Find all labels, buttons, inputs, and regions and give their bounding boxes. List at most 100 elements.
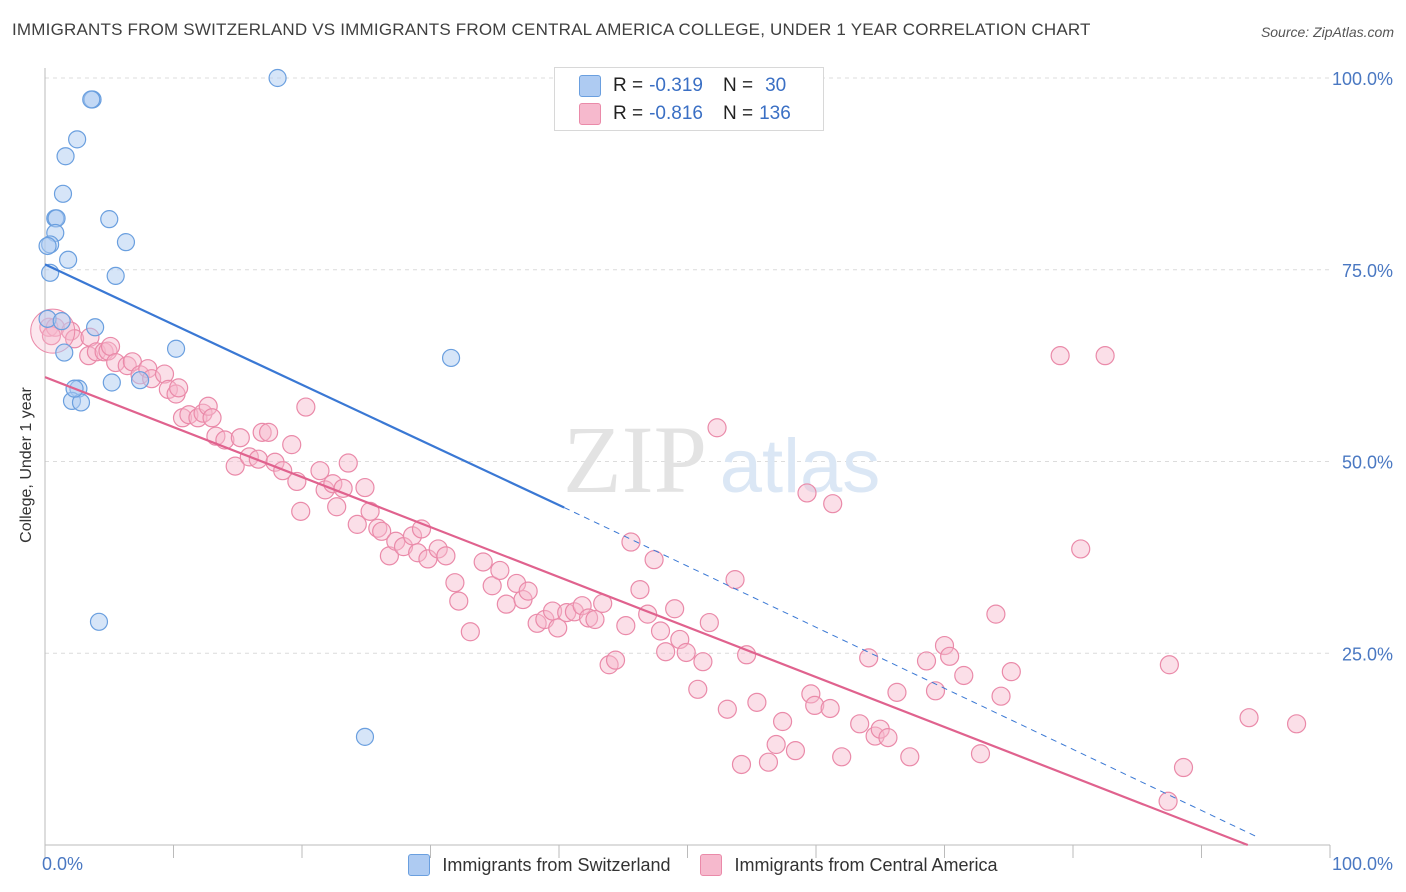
data-point-central-america: [630, 579, 650, 600]
data-point-central-america: [230, 428, 250, 448]
y-tick-label: 75.0%: [1342, 261, 1393, 281]
data-point-central-america: [805, 695, 825, 716]
data-point-central-america: [900, 747, 920, 767]
data-point-central-america: [291, 501, 311, 521]
watermark-atlas: atlas: [720, 424, 881, 509]
data-point-central-america: [801, 684, 821, 704]
legend-label-switzerland: Immigrants from Switzerland: [442, 854, 671, 875]
data-point-central-america: [707, 418, 727, 438]
legend-r-value: -0.319: [649, 75, 703, 96]
data-point-central-america: [490, 560, 510, 581]
legend-item-switzerland[interactable]: Immigrants from Switzerland: [408, 854, 670, 876]
data-point-central-america: [202, 408, 222, 428]
legend-item-central-america[interactable]: Immigrants from Central America: [700, 854, 998, 876]
data-point-central-america: [1173, 757, 1194, 778]
data-point-central-america: [445, 573, 465, 593]
legend-n-label: N =: [722, 75, 754, 96]
legend-swatch-blue: [408, 854, 431, 876]
data-point-central-america: [878, 728, 898, 748]
data-point-central-america: [1050, 346, 1070, 366]
data-point-central-america: [986, 604, 1006, 624]
data-point-central-america: [925, 681, 946, 701]
data-point-switzerland: [56, 147, 75, 166]
zipatlas-watermark: ZIP atlas: [563, 406, 880, 513]
data-point-central-america: [644, 550, 664, 570]
data-point-central-america: [820, 698, 840, 719]
data-point-central-america: [737, 645, 757, 665]
data-point-central-america: [850, 714, 870, 734]
data-point-central-america: [1286, 714, 1307, 734]
data-point-central-america: [1071, 539, 1091, 559]
legend-swatch-pink: [579, 103, 601, 125]
data-point-switzerland: [166, 339, 186, 358]
data-point-central-america: [518, 581, 538, 601]
data-point-central-america: [449, 591, 469, 611]
legend-n-value: 136: [759, 103, 791, 124]
data-point-central-america: [496, 594, 516, 614]
data-point-switzerland: [59, 250, 78, 269]
data-point-switzerland: [268, 68, 287, 88]
data-point-central-america: [991, 686, 1011, 706]
data-point-central-america: [578, 608, 599, 628]
data-point-central-america: [1239, 708, 1259, 728]
data-point-central-america: [355, 477, 375, 498]
data-point-central-america: [665, 599, 685, 619]
trend-lines: [44, 263, 1259, 847]
legend-swatch-blue: [579, 75, 601, 97]
data-point-central-america: [970, 744, 991, 764]
data-point-switzerland: [86, 318, 105, 337]
trend-line-central-america: [44, 376, 1249, 847]
data-point-central-america: [360, 501, 380, 521]
data-point-central-america: [1001, 662, 1021, 682]
data-point-central-america: [1158, 791, 1178, 811]
data-point-central-america: [1159, 655, 1179, 675]
data-point-central-america: [310, 461, 330, 481]
legend-n-value: 30: [765, 75, 787, 96]
data-point-central-america: [693, 652, 713, 672]
data-point-switzerland: [53, 184, 73, 203]
data-point-central-america: [934, 635, 955, 656]
legend-n-label: N =: [722, 103, 754, 124]
y-tick-label: 100.0%: [1332, 69, 1393, 89]
data-point-central-america: [296, 397, 316, 417]
data-point-switzerland: [89, 612, 109, 631]
data-point-central-america: [106, 352, 126, 373]
x-tick-label-max: 100.0%: [1332, 854, 1393, 874]
data-point-switzerland: [441, 348, 461, 368]
data-point-central-america: [473, 552, 493, 572]
gridlines: [45, 77, 1330, 654]
data-point-central-america: [327, 497, 347, 517]
data-point-central-america: [169, 378, 189, 398]
data-point-switzerland: [52, 312, 71, 331]
data-point-central-america: [585, 609, 605, 630]
data-point-central-america: [676, 642, 696, 663]
data-point-central-america: [725, 570, 745, 590]
data-point-central-america: [333, 478, 353, 498]
data-point-central-america: [225, 456, 245, 476]
data-point-central-america: [797, 483, 817, 503]
data-point-switzerland: [55, 343, 74, 362]
data-point-central-america: [436, 546, 456, 566]
data-point-central-america: [731, 754, 752, 775]
data-point-central-america: [823, 494, 843, 514]
data-point-central-america: [154, 364, 175, 384]
legend-label-central-america: Immigrants from Central America: [734, 854, 998, 875]
trend-line-switzerland-extension: [563, 507, 1259, 838]
data-point-central-america: [758, 752, 779, 772]
axes: [44, 68, 1331, 858]
data-point-central-america: [940, 646, 960, 666]
data-point-central-america: [347, 514, 367, 534]
data-point-central-america: [785, 741, 806, 761]
data-point-central-america: [887, 682, 907, 702]
y-tick-label: 25.0%: [1342, 644, 1393, 664]
data-point-switzerland: [106, 266, 125, 285]
trend-line-switzerland: [44, 263, 565, 509]
data-point-central-america: [252, 422, 272, 442]
legend-swatch-pink: [700, 854, 723, 876]
data-point-central-america: [656, 642, 676, 662]
data-point-switzerland: [130, 371, 150, 390]
data-point-switzerland: [38, 236, 57, 256]
data-point-central-america: [338, 453, 358, 473]
series-switzerland-points: [38, 68, 461, 746]
